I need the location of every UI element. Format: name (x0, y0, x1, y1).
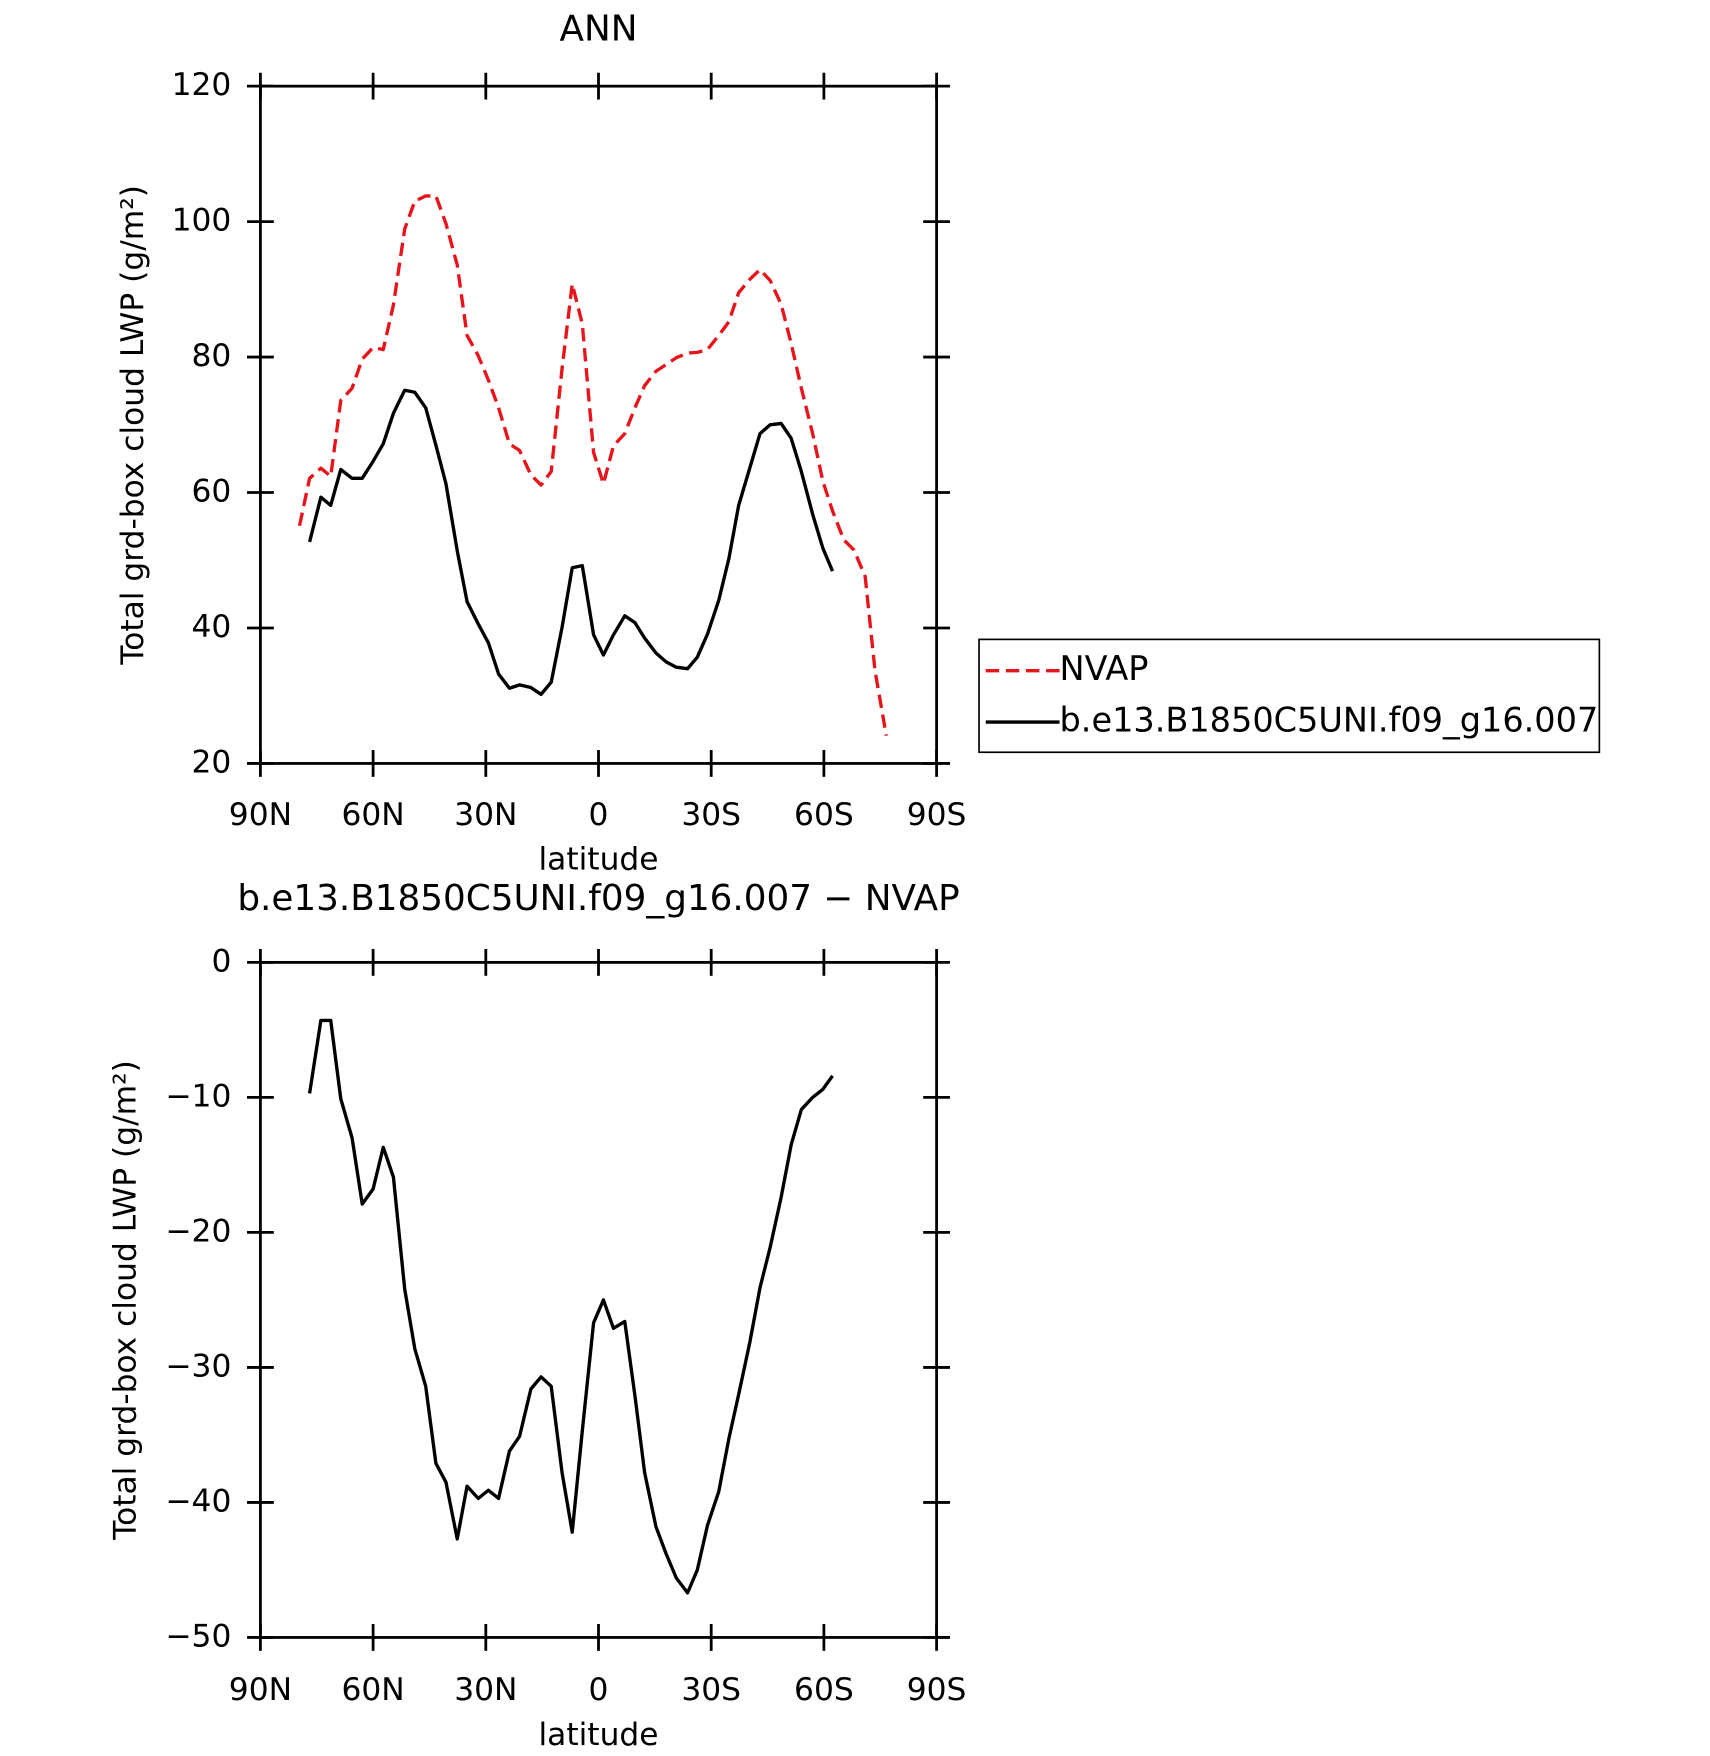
y-tick-label: −10 (165, 1078, 231, 1114)
legend: NVAP b.e13.B1850C5UNI.f09_g16.007 (978, 638, 1601, 754)
x-axis-label: latitude (538, 842, 658, 878)
x-tick-label: 0 (589, 797, 609, 833)
legend-label: NVAP (1060, 649, 1149, 688)
x-tick-label: 90S (907, 797, 967, 833)
y-axis-label: Total grd-box cloud LWP (g/m²) (115, 185, 151, 666)
x-tick-label: 90N (229, 1672, 292, 1708)
chart-title: ANN (560, 8, 638, 49)
data-line (297, 194, 888, 737)
y-tick-label: −40 (165, 1483, 231, 1519)
x-tick-label: 60S (794, 797, 854, 833)
y-tick-label: 80 (192, 338, 232, 374)
y-tick-label: 40 (192, 609, 232, 645)
y-tick-label: 120 (172, 67, 232, 103)
y-tick-label: −30 (165, 1348, 231, 1384)
plot-frame (259, 960, 938, 1639)
legend-box (978, 638, 1601, 754)
x-tick-label: 60N (341, 1672, 404, 1708)
x-axis-label: latitude (538, 1717, 658, 1753)
data-line (307, 388, 835, 697)
x-tick-label: 30N (454, 797, 517, 833)
chart-title: b.e13.B1850C5UNI.f09_g16.007 − NVAP (237, 878, 959, 919)
plot-frame (259, 84, 938, 765)
x-tick-label: 0 (589, 1672, 609, 1708)
x-tick-label: 30S (681, 797, 741, 833)
x-tick-label: 30S (681, 1672, 741, 1708)
y-axis-label: Total grd-box cloud LWP (g/m²) (107, 1060, 143, 1541)
x-tick-label: 90N (229, 797, 292, 833)
x-tick-label: 60N (341, 797, 404, 833)
y-tick-label: 20 (192, 744, 232, 780)
y-tick-label: 60 (192, 474, 232, 510)
x-tick-label: 90S (907, 1672, 967, 1708)
x-tick-label: 60S (794, 1672, 854, 1708)
x-tick-label: 30N (454, 1672, 517, 1708)
y-tick-label: −50 (165, 1618, 231, 1654)
y-tick-label: −20 (165, 1213, 231, 1249)
legend-label: b.e13.B1850C5UNI.f09_g16.007 (1060, 701, 1599, 740)
y-tick-label: 0 (211, 943, 231, 979)
data-line (307, 1018, 834, 1595)
y-tick-label: 100 (172, 203, 232, 239)
